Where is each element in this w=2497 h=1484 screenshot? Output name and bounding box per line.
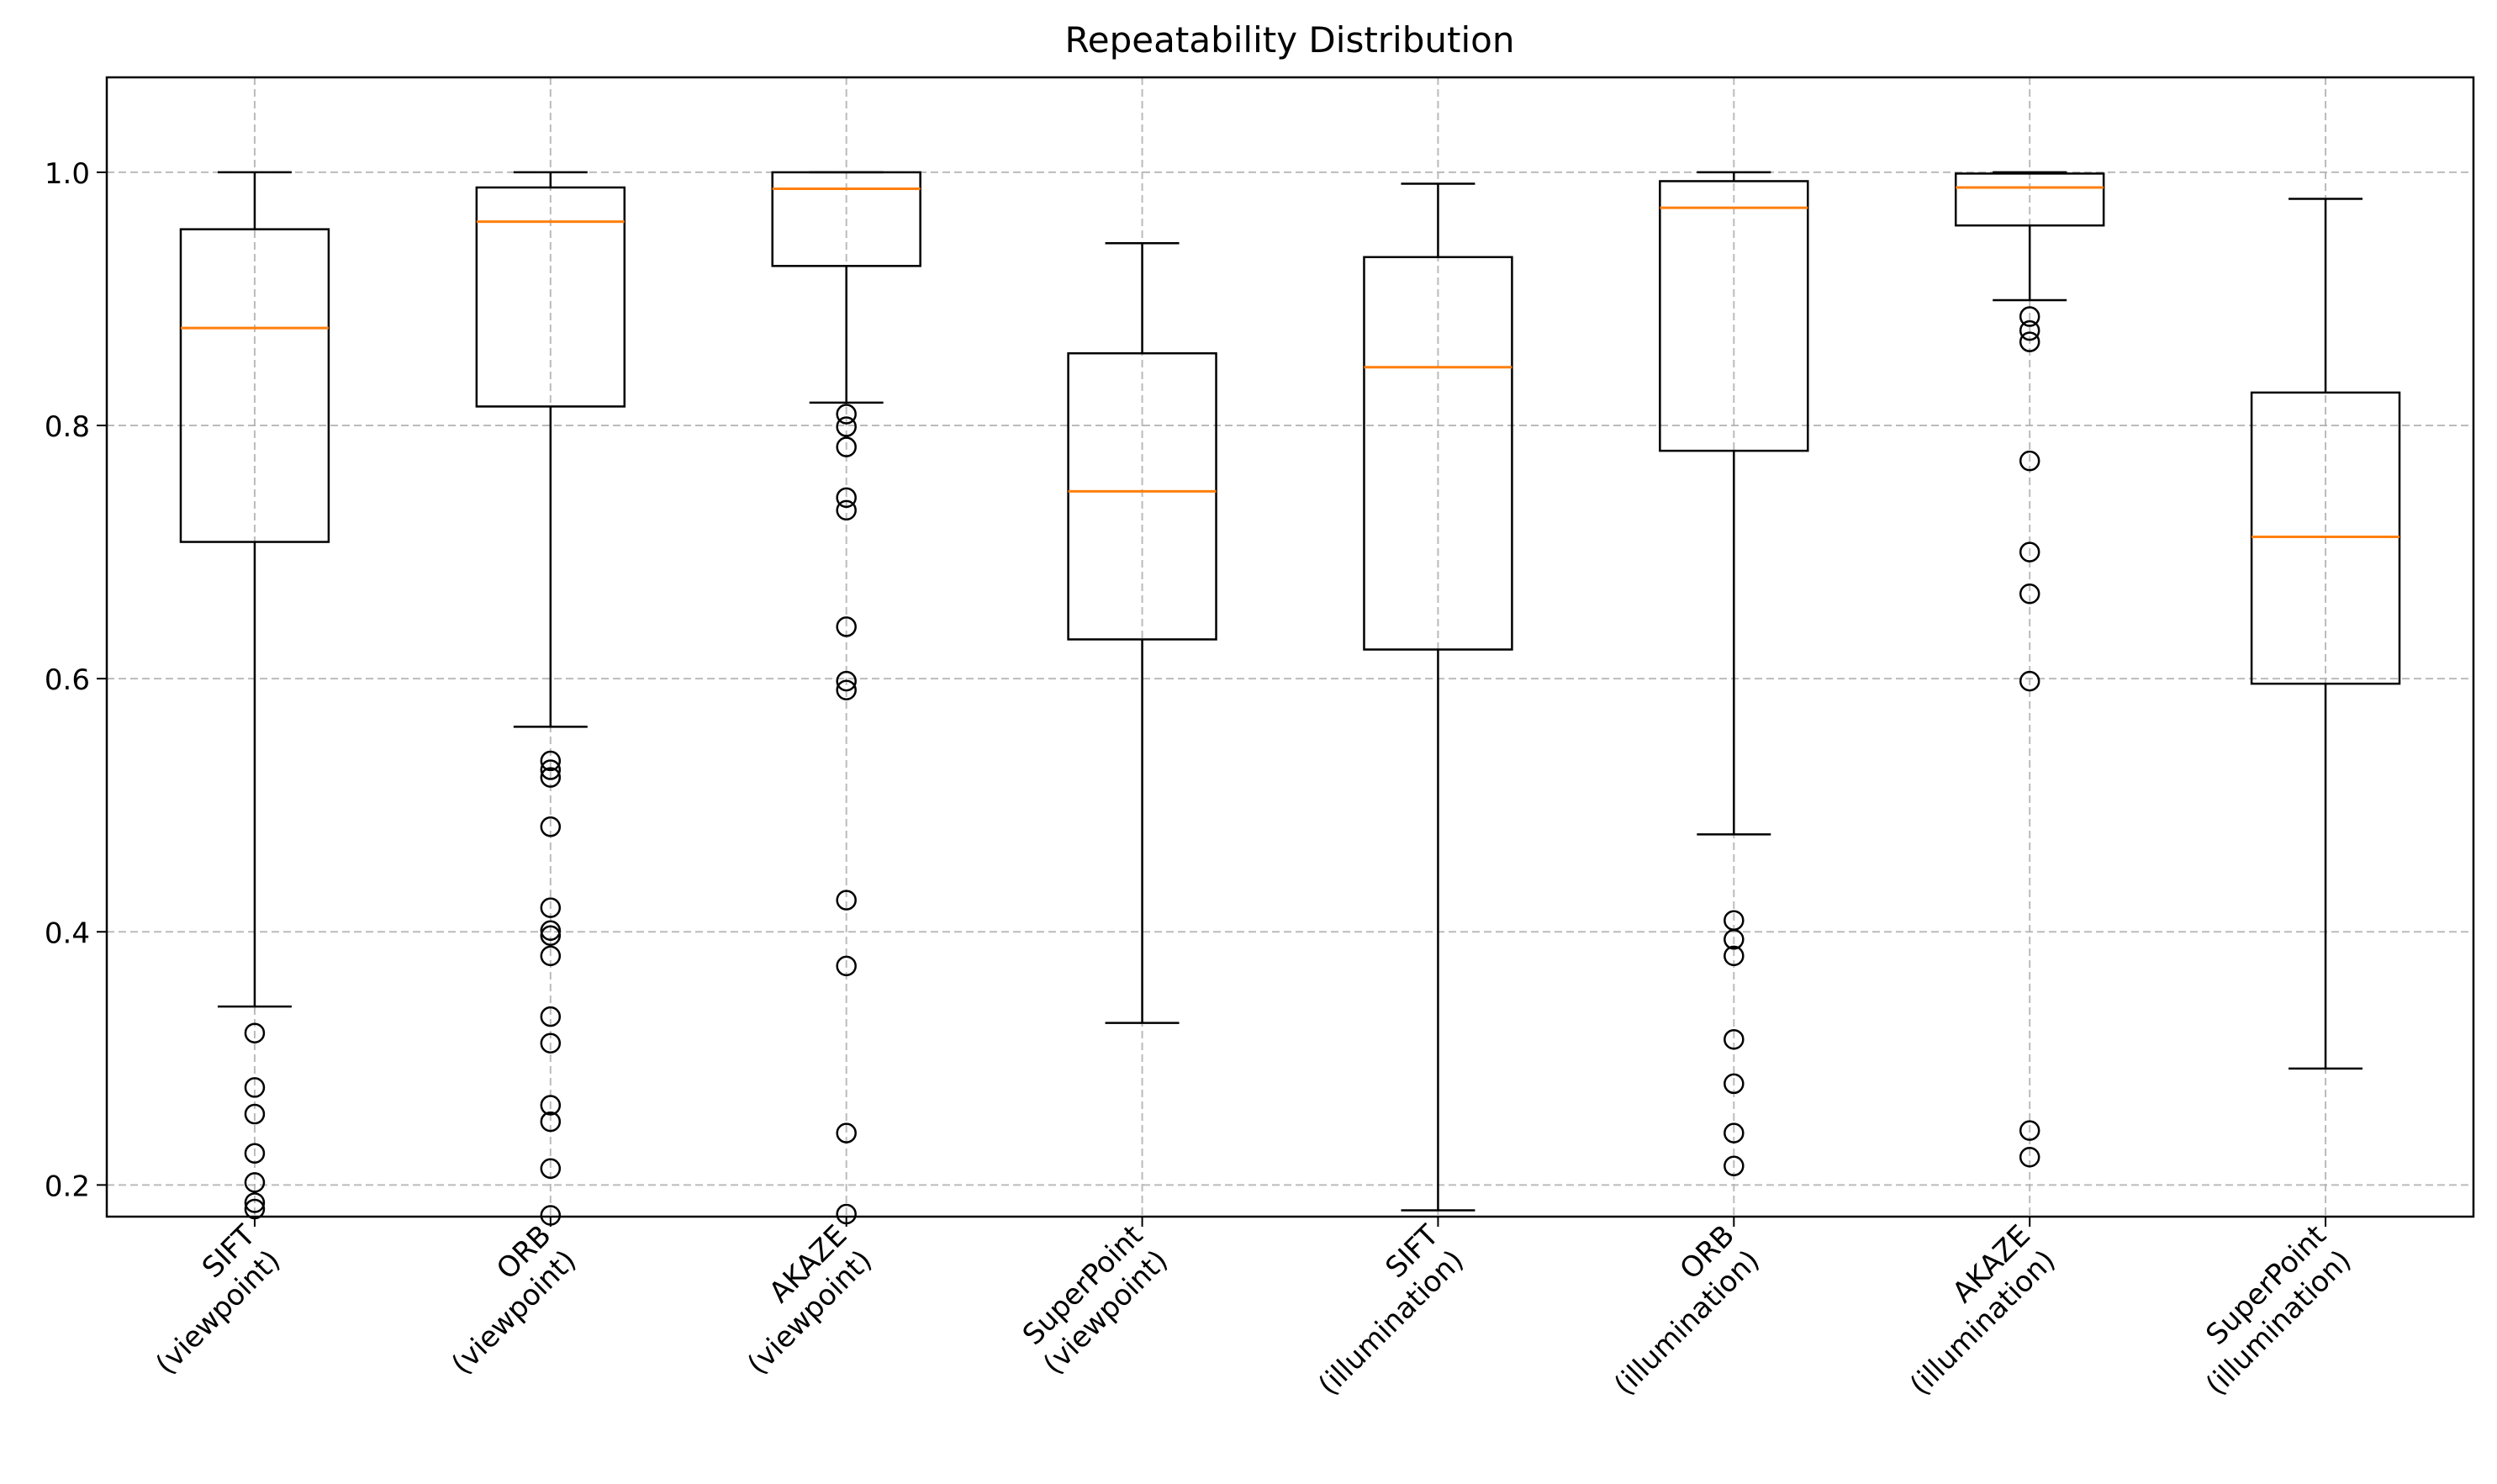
outlier-point (1724, 1028, 1745, 1050)
outlier-point (540, 1111, 562, 1133)
outlier-point (2019, 1120, 2040, 1141)
outlier-point (2019, 320, 2040, 341)
iqr-box (1067, 351, 1217, 641)
outlier-point (836, 955, 857, 977)
iqr-box (1954, 172, 2105, 227)
outlier-point (1724, 929, 1745, 950)
box-layer (179, 171, 2401, 1226)
outlier-point (2019, 450, 2040, 472)
outlier-point (540, 759, 562, 780)
outlier-point (2019, 670, 2040, 692)
outlier-point (836, 890, 857, 911)
y-tick-label: 0.2 (45, 1170, 90, 1203)
outlier-point (2019, 306, 2040, 327)
chart-title: Repeatability Distribution (1065, 19, 1515, 61)
plot-frame (105, 76, 2475, 1218)
outlier-point (540, 1095, 562, 1116)
outlier-point (540, 925, 562, 947)
outlier-point (836, 416, 857, 437)
outlier-point (836, 616, 857, 637)
outlier-point (836, 679, 857, 700)
y-tick-label: 0.4 (45, 916, 90, 950)
outlier-point (540, 816, 562, 837)
outlier-point (244, 1192, 266, 1213)
outlier-point (1724, 1073, 1745, 1095)
y-tick-label: 0.8 (45, 410, 90, 444)
outlier-point (2019, 584, 2040, 605)
outlier-point (2019, 1146, 2040, 1168)
outlier-point (2019, 541, 2040, 562)
outlier-point (540, 897, 562, 918)
outlier-point (540, 920, 562, 941)
y-tick-label: 1.0 (45, 157, 90, 191)
outlier-point (1724, 945, 1745, 967)
outlier-point (1724, 1155, 1745, 1177)
iqr-box (1363, 256, 1513, 651)
iqr-box (179, 228, 330, 543)
iqr-box (475, 186, 626, 408)
outlier-point (836, 436, 857, 457)
outlier-point (540, 1006, 562, 1027)
outlier-point (244, 1077, 266, 1098)
outlier-point (244, 1172, 266, 1193)
outlier-point (1724, 1122, 1745, 1143)
outlier-point (836, 487, 857, 509)
outlier-point (540, 1158, 562, 1180)
outlier-point (540, 750, 562, 772)
iqr-box (1659, 180, 1809, 452)
iqr-box (2250, 391, 2401, 685)
outlier-point (836, 404, 857, 425)
outlier-point (540, 767, 562, 788)
outlier-point (244, 1143, 266, 1164)
outlier-point (244, 1022, 266, 1043)
outlier-point (540, 1032, 562, 1054)
outlier-point (2019, 331, 2040, 352)
iqr-box (771, 171, 921, 267)
y-tick-label: 0.6 (45, 663, 90, 697)
outlier-point (244, 1103, 266, 1125)
outlier-point (836, 1122, 857, 1143)
outlier-point (836, 670, 857, 692)
outlier-point (836, 499, 857, 521)
outlier-point (540, 945, 562, 967)
